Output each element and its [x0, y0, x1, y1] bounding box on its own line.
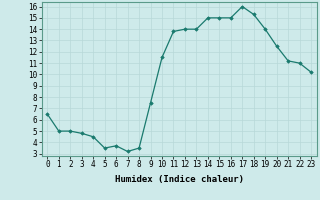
X-axis label: Humidex (Indice chaleur): Humidex (Indice chaleur): [115, 175, 244, 184]
